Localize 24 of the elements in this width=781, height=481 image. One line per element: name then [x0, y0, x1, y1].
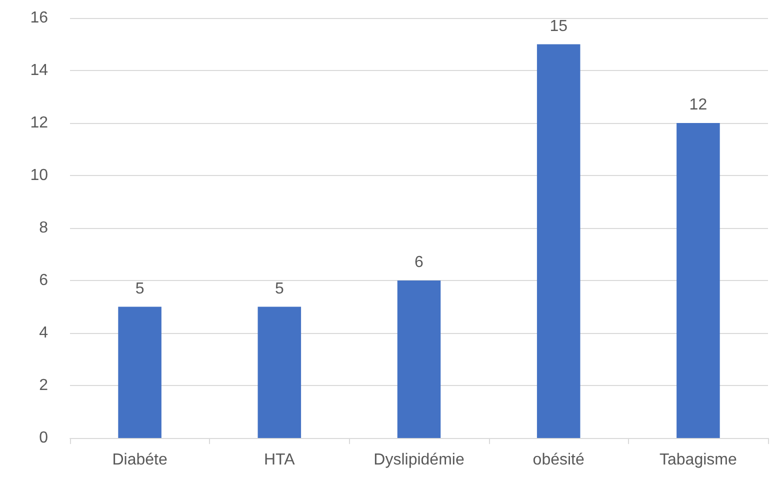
data-label: 12	[689, 96, 708, 114]
y-tick-label: 6	[39, 272, 48, 289]
y-tick-label: 16	[30, 10, 48, 26]
data-label: 15	[550, 18, 568, 35]
y-tick-label: 8	[39, 220, 48, 236]
bar	[258, 306, 302, 438]
y-tick-label: 14	[30, 62, 48, 79]
bar	[676, 123, 720, 438]
y-tick-label: 12	[30, 114, 48, 132]
data-label: 5	[274, 280, 284, 298]
x-tick-label: Tabagisme	[660, 452, 737, 468]
data-label: 5	[135, 280, 144, 298]
y-tick-label: 0	[39, 430, 48, 446]
x-tick-label: Dyslipidémie	[374, 452, 464, 468]
x-tick-label: Diabéte	[112, 452, 168, 468]
y-tick-label: 2	[39, 377, 48, 394]
x-tick-label: HTA	[264, 452, 296, 468]
x-tick-label: obésité	[532, 452, 584, 468]
y-tick-label: 4	[39, 324, 48, 342]
y-tick-label: 10	[30, 167, 48, 184]
bar	[118, 306, 162, 438]
bar	[397, 280, 441, 438]
data-label: 6	[414, 254, 424, 271]
bar	[536, 44, 580, 438]
